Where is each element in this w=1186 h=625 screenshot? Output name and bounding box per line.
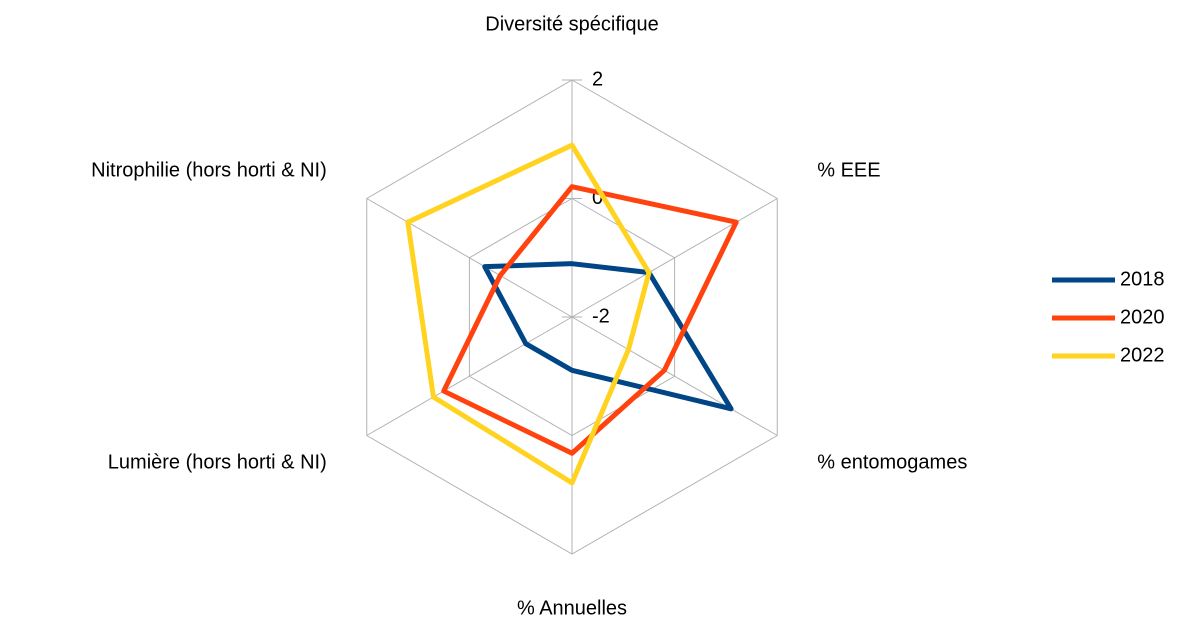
legend-label: 2022 <box>1120 344 1165 366</box>
tick-label: 2 <box>592 68 603 90</box>
series-line <box>405 142 652 486</box>
legend-label: 2018 <box>1120 268 1165 290</box>
tick-label: 0 <box>592 187 603 209</box>
spoke <box>571 198 778 318</box>
legend-label: 2020 <box>1120 306 1165 328</box>
spoke <box>571 316 778 436</box>
axis-label: Diversité spécifique <box>485 13 658 35</box>
tick-label: -2 <box>592 305 610 327</box>
axis-label: % entomogames <box>817 451 967 473</box>
axis-label: % Annuelles <box>517 597 627 619</box>
axis-label: % EEE <box>817 159 880 181</box>
series-line <box>441 184 739 456</box>
axis-label: Lumière (hors horti & NI) <box>108 451 327 473</box>
spoke <box>366 316 573 436</box>
axis-label: Nitrophilie (hors horti & NI) <box>91 159 327 181</box>
spoke <box>366 198 573 318</box>
